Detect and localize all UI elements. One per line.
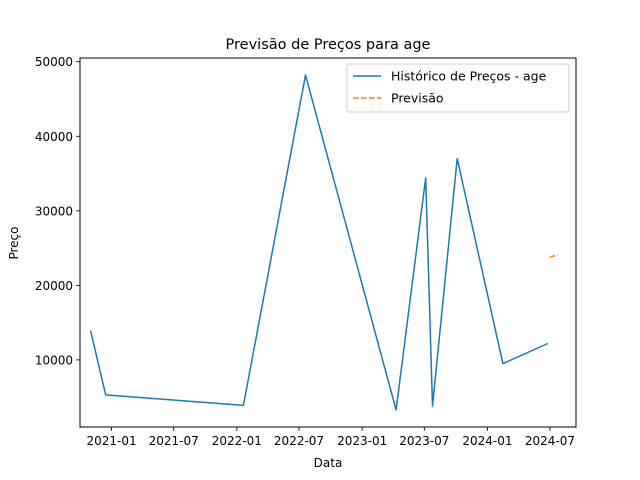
x-tick-label: 2023-01 [337,434,387,448]
plot-frame [79,57,577,428]
x-tick-label: 2023-07 [399,434,449,448]
legend-label-1: Previsão [391,91,444,106]
y-tick-label: 10000 [35,353,73,367]
x-tick-label: 2024-01 [462,434,512,448]
y-tick-label: 20000 [35,279,73,293]
x-tick-label: 2021-07 [149,434,199,448]
legend-box [346,63,570,113]
x-tick-label: 2022-01 [212,434,262,448]
y-tick-label: 30000 [35,204,73,218]
legend-label-0: Histórico de Preços - age [391,69,547,84]
chart-title: Previsão de Preços para age [226,37,431,53]
plot-content [89,74,559,411]
y-axis: 10000 20000 30000 40000 50000 [35,55,80,367]
x-tick-label: 2024-07 [525,434,575,448]
legend: Histórico de Preços - age Previsão [346,63,570,113]
series-line-1 [549,254,559,258]
series-line-0 [89,74,549,411]
x-axis: 2021-01 2021-07 2022-01 2022-07 2023-01 2023-… [87,427,575,448]
x-tick-label: 2021-01 [87,434,137,448]
y-tick-label: 40000 [35,130,73,144]
x-tick-label: 2022-07 [274,434,324,448]
x-axis-title: Data [314,456,343,470]
y-axis-title: Preço [7,226,21,259]
y-tick-label: 50000 [35,55,73,69]
